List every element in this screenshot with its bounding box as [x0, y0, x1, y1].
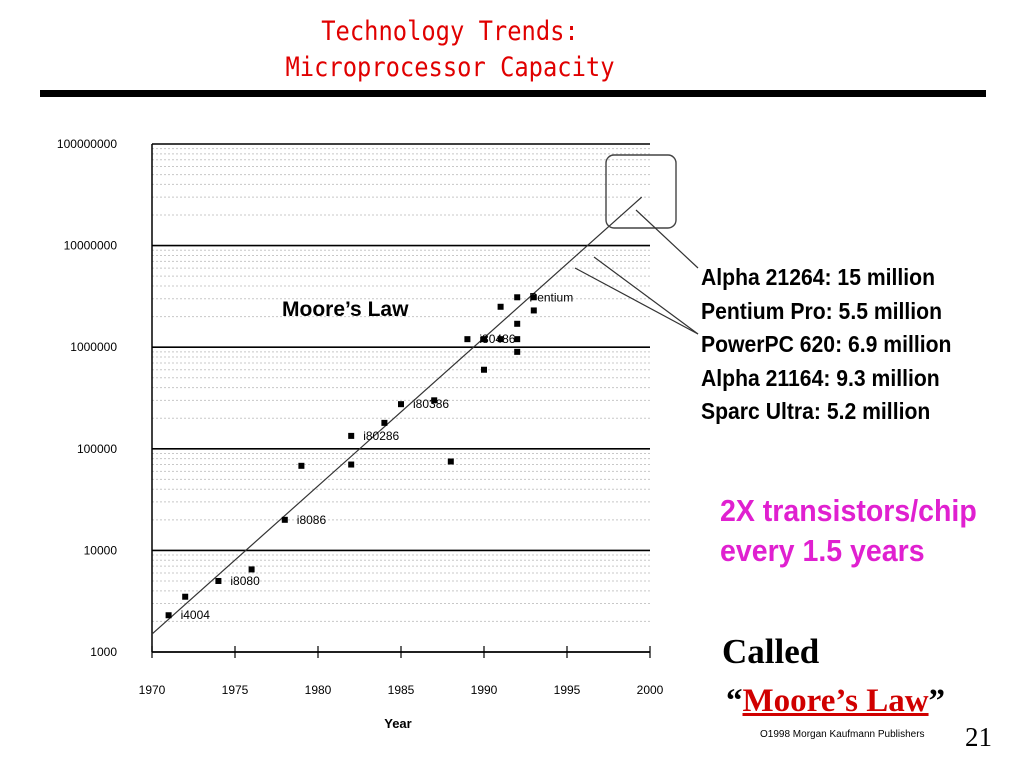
- data-point: [481, 366, 487, 373]
- title-divider: [40, 90, 986, 97]
- data-point: [497, 303, 504, 310]
- moores-law-label: “Moore’s Law”: [726, 683, 945, 720]
- title-line-2: Microprocessor Capacity: [285, 52, 615, 83]
- data-point: [165, 612, 172, 619]
- data-point: [348, 461, 355, 468]
- x-tick-label: 1985: [388, 683, 415, 697]
- data-point-label: Pentium: [529, 290, 573, 304]
- x-tick-label: 1980: [305, 683, 332, 697]
- x-tick-label: 1970: [139, 683, 166, 697]
- moores-law-chart: 1000 10000 100000 1000000 10000000 100000000 1…: [57, 137, 699, 731]
- chip-item: Sparc Ultra: 5.2 million: [701, 398, 931, 424]
- chip-item: Pentium Pro: 5.5 million: [701, 297, 943, 324]
- callout-pointer-line: [593, 256, 699, 335]
- x-tick-label: 1975: [222, 683, 249, 697]
- data-point: [248, 566, 255, 573]
- callout-pointer-line: [635, 209, 699, 269]
- data-point: [514, 294, 521, 301]
- doubling-claim: 2X transistors/chip every 1.5 years: [720, 491, 999, 571]
- data-point: [381, 419, 388, 426]
- data-point: [514, 348, 521, 355]
- chip-item: PowerPC 620: 6.9 million: [701, 331, 952, 357]
- y-tick-label: 10000000: [64, 239, 118, 253]
- close-quote: ”: [928, 683, 946, 719]
- y-tick-label: 100000000: [57, 137, 117, 151]
- callout-box: [605, 154, 677, 229]
- data-point: [514, 336, 521, 343]
- data-point: [514, 320, 521, 327]
- title-line-1: Technology Trends:: [321, 16, 579, 47]
- data-point-label: i4004: [181, 608, 211, 622]
- slide-title: Technology Trends: Microprocessor Capaci…: [54, 14, 846, 86]
- data-point: [497, 336, 504, 343]
- chip-item: Alpha 21164: 9.3 million: [701, 364, 940, 391]
- x-tick-label: 1990: [471, 683, 498, 697]
- claim-line-1: 2X transistors/chip: [720, 493, 977, 528]
- data-point: [464, 336, 471, 343]
- data-point: [281, 516, 288, 523]
- moores-law-text: Moore’s Law: [742, 683, 929, 719]
- x-tick-label: 1995: [554, 683, 581, 697]
- data-point: [431, 397, 438, 404]
- callout-pointer-line: [574, 267, 699, 335]
- x-axis-title: Year: [384, 716, 411, 731]
- y-tick-label: 1000: [90, 645, 117, 659]
- open-quote: “: [726, 683, 743, 719]
- slide-number: 21: [965, 722, 992, 752]
- data-point: [298, 462, 305, 469]
- x-tick-label: 2000: [637, 683, 664, 697]
- data-point: [530, 307, 537, 314]
- data-point-label: i8086: [297, 513, 327, 527]
- data-point: [481, 336, 487, 343]
- data-point: [348, 432, 355, 439]
- called-label: Called: [722, 632, 820, 671]
- trend-line: [151, 196, 643, 635]
- data-point: [215, 577, 222, 584]
- claim-line-2: every 1.5 years: [720, 533, 925, 568]
- data-point: [447, 458, 454, 465]
- publisher-credit: O1998 Morgan Kaufmann Publishers: [760, 729, 925, 740]
- chart-annotation: Moore’s Law: [282, 298, 409, 321]
- data-point-label: i80486: [479, 332, 515, 346]
- chip-transistor-list: Alpha 21264: 15 million Pentium Pro: 5.5…: [701, 261, 973, 429]
- data-point-label: i8080: [230, 574, 260, 588]
- y-tick-label: 100000: [77, 442, 117, 456]
- data-point: [182, 593, 189, 600]
- y-tick-label: 1000000: [70, 340, 117, 354]
- data-point: [398, 401, 404, 408]
- data-point-label: i80386: [413, 397, 449, 411]
- data-point: [530, 294, 537, 301]
- y-tick-label: 10000: [84, 543, 118, 557]
- chip-item: Alpha 21264: 15 million: [701, 264, 936, 290]
- data-point-label: i80286: [363, 429, 399, 443]
